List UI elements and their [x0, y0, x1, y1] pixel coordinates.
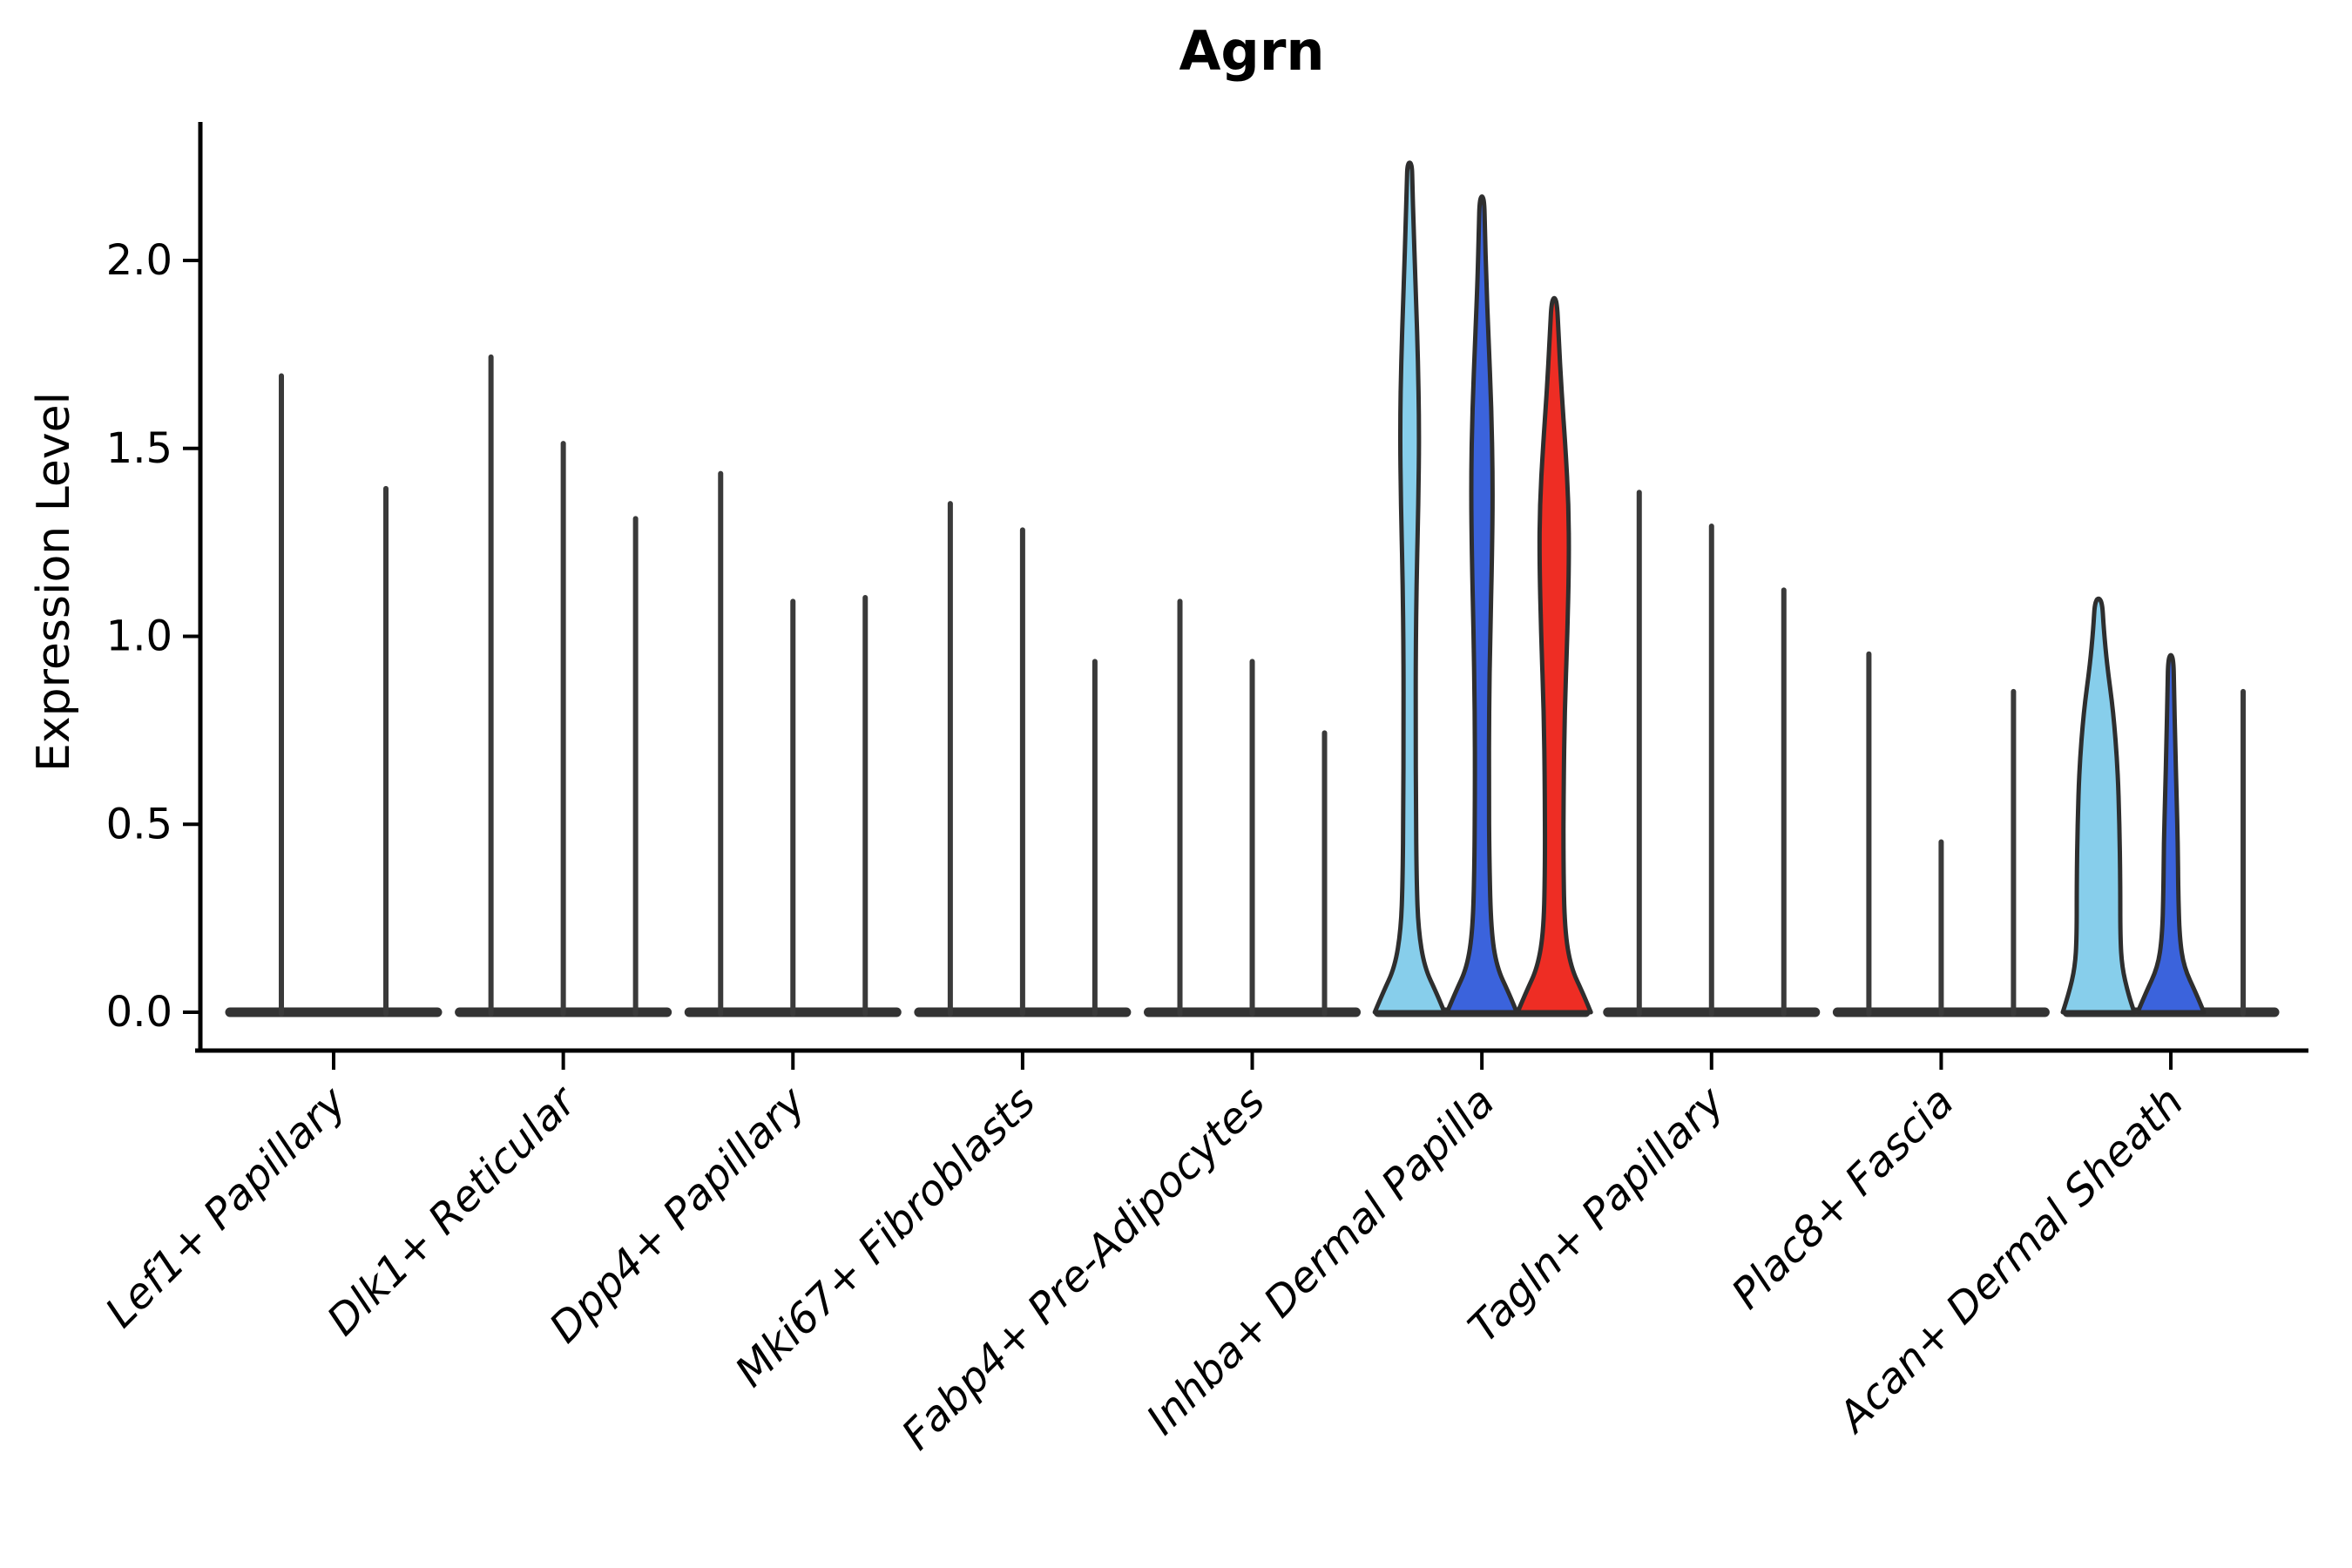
x-tick-label: Fabp4+ Pre-Adipocytes [892, 1078, 1274, 1460]
chart-title: Agrn [1179, 19, 1325, 83]
x-tick-label: Plac8+ Fascia [1722, 1078, 1963, 1319]
x-tick-label: Lef1+ Papillary [96, 1077, 356, 1337]
violin-shape [2060, 596, 2137, 1015]
y-tick-label: 2.0 [106, 236, 172, 285]
y-tick-label: 0.0 [106, 988, 172, 1037]
violin-shape [1515, 295, 1593, 1015]
y-tick-label: 1.0 [106, 612, 172, 661]
x-tick-label: Tagln+ Papillary [1459, 1077, 1734, 1352]
x-tick-label: Dlk1+ Reticular [318, 1076, 588, 1346]
violin-shape [1444, 194, 1519, 1015]
x-tick-label: Dpp4+ Papillary [540, 1077, 815, 1352]
violin-shape [2135, 652, 2207, 1015]
y-axis-label: Expression Level [28, 391, 80, 773]
violin-shape [1372, 160, 1447, 1015]
y-tick-label: 0.5 [106, 800, 172, 848]
y-tick-label: 1.5 [106, 424, 172, 473]
